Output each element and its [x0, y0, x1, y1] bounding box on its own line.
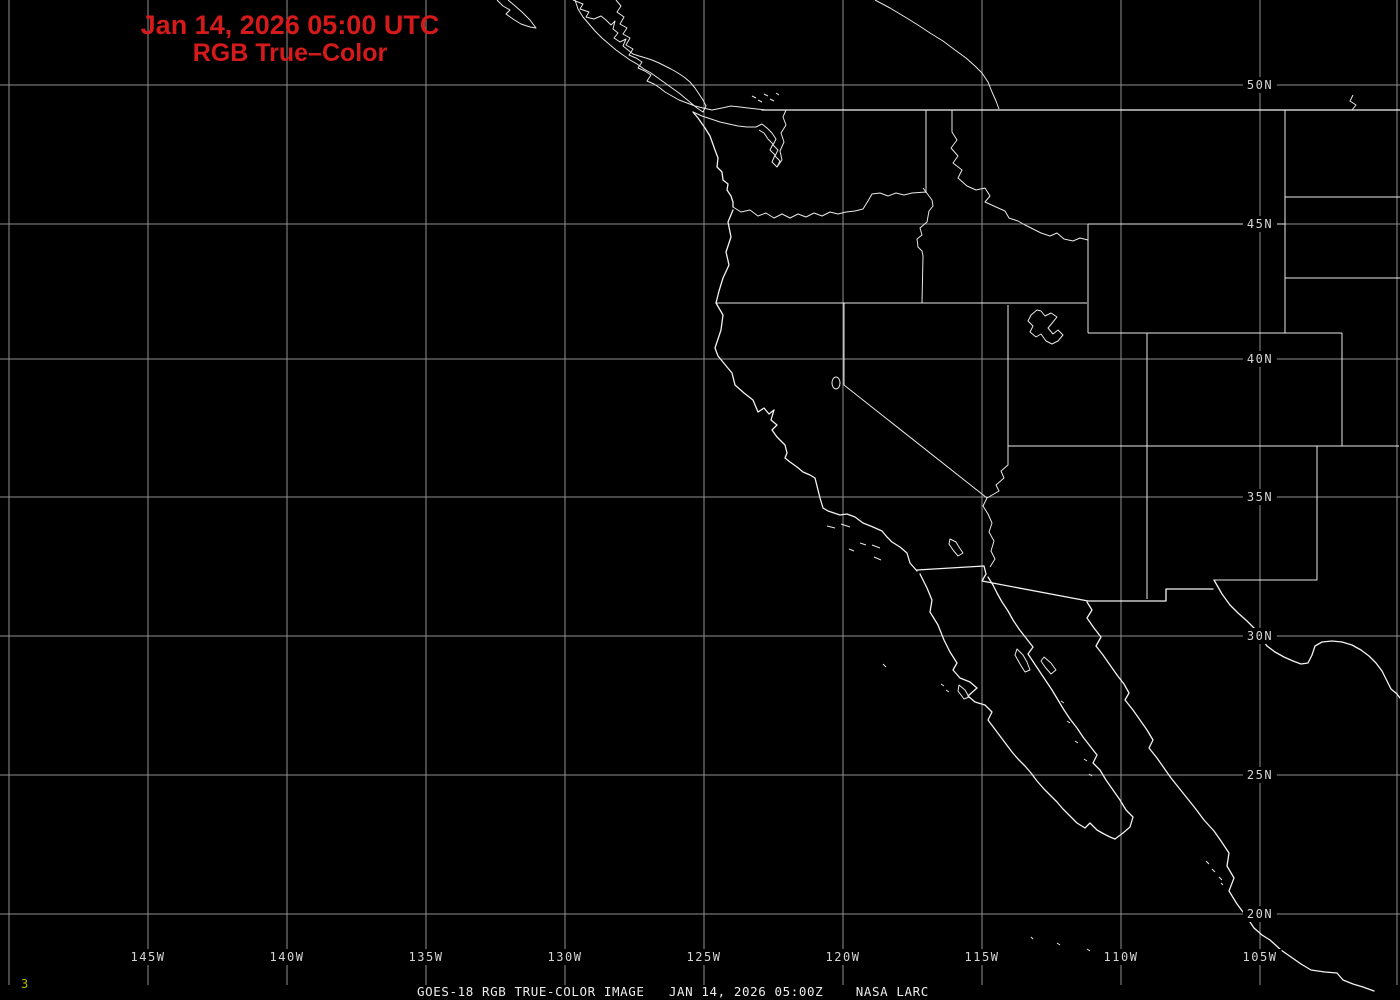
lon-label: 115W [960, 949, 1004, 965]
lon-label: 125W [682, 949, 726, 965]
frame-counter: 3 [21, 977, 29, 991]
lon-label: 105W [1238, 949, 1282, 965]
lat-label: 35N [1242, 489, 1278, 505]
lon-label: 135W [404, 949, 448, 965]
lon-label: 110W [1099, 949, 1143, 965]
lat-label: 40N [1242, 351, 1278, 367]
lon-label: 120W [821, 949, 865, 965]
lat-label: 25N [1242, 767, 1278, 783]
lat-label: 30N [1242, 628, 1278, 644]
lon-label: 145W [126, 949, 170, 965]
image-title: Jan 14, 2026 05:00 UTC RGB True–Color [130, 12, 450, 66]
lat-label: 45N [1242, 216, 1278, 232]
lat-label: 50N [1242, 77, 1278, 93]
timestamp-label: Jan 14, 2026 05:00 UTC [140, 10, 440, 40]
lon-label: 140W [265, 949, 309, 965]
image-caption: GOES-18 RGB TRUE-COLOR IMAGE JAN 14, 202… [417, 984, 929, 999]
coastline-borders-overlay [496, 0, 1400, 992]
product-name-label: RGB True–Color [192, 39, 388, 67]
lon-label: 130W [543, 949, 587, 965]
lat-label: 20N [1242, 906, 1278, 922]
